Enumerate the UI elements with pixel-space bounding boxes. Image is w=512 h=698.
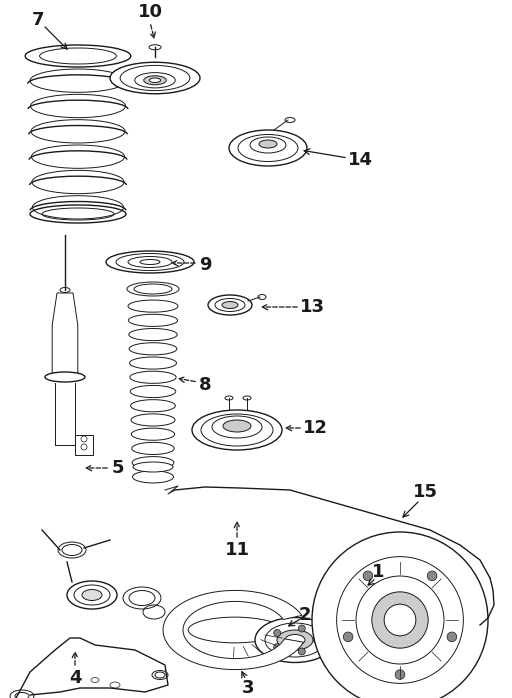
- Ellipse shape: [285, 634, 305, 646]
- Text: 14: 14: [348, 151, 373, 169]
- Ellipse shape: [152, 671, 168, 679]
- Ellipse shape: [110, 682, 120, 688]
- Circle shape: [312, 532, 488, 698]
- Circle shape: [81, 444, 87, 450]
- Circle shape: [427, 571, 437, 581]
- Ellipse shape: [144, 76, 166, 84]
- Ellipse shape: [67, 581, 117, 609]
- Text: 3: 3: [242, 679, 254, 697]
- Circle shape: [298, 648, 305, 655]
- Ellipse shape: [229, 130, 307, 166]
- Text: 10: 10: [138, 3, 162, 21]
- Circle shape: [395, 669, 405, 679]
- Ellipse shape: [259, 140, 277, 148]
- Text: 13: 13: [300, 298, 325, 316]
- Ellipse shape: [222, 302, 238, 309]
- Circle shape: [356, 576, 444, 664]
- Text: 12: 12: [303, 419, 328, 437]
- Ellipse shape: [82, 590, 102, 600]
- Ellipse shape: [192, 410, 282, 450]
- Circle shape: [274, 644, 281, 651]
- Ellipse shape: [149, 45, 161, 50]
- Polygon shape: [52, 293, 78, 375]
- Circle shape: [298, 625, 305, 632]
- Text: 4: 4: [69, 669, 81, 687]
- Polygon shape: [163, 591, 304, 669]
- Ellipse shape: [91, 678, 99, 683]
- Ellipse shape: [10, 690, 34, 698]
- Ellipse shape: [150, 78, 161, 82]
- Text: 9: 9: [199, 256, 211, 274]
- Text: 11: 11: [224, 541, 249, 559]
- Circle shape: [447, 632, 457, 641]
- Ellipse shape: [243, 396, 251, 400]
- Ellipse shape: [255, 618, 335, 662]
- Text: 2: 2: [298, 606, 311, 624]
- Ellipse shape: [106, 251, 194, 273]
- Circle shape: [343, 632, 353, 641]
- Circle shape: [384, 604, 416, 636]
- Ellipse shape: [110, 62, 200, 94]
- Polygon shape: [15, 638, 168, 698]
- Ellipse shape: [60, 288, 70, 292]
- Text: 1: 1: [372, 563, 384, 581]
- Ellipse shape: [140, 260, 160, 265]
- Ellipse shape: [123, 587, 161, 609]
- Circle shape: [274, 630, 281, 637]
- Polygon shape: [75, 435, 93, 455]
- Circle shape: [372, 592, 428, 648]
- Ellipse shape: [133, 462, 173, 472]
- Ellipse shape: [223, 420, 251, 432]
- Ellipse shape: [225, 396, 233, 400]
- Text: 5: 5: [112, 459, 124, 477]
- Text: 8: 8: [199, 376, 211, 394]
- Text: 15: 15: [413, 483, 437, 501]
- Ellipse shape: [258, 295, 266, 299]
- Circle shape: [81, 436, 87, 442]
- Text: 7: 7: [32, 11, 44, 29]
- Ellipse shape: [277, 630, 313, 650]
- Ellipse shape: [58, 542, 86, 558]
- Circle shape: [363, 571, 373, 581]
- Circle shape: [313, 637, 321, 644]
- Ellipse shape: [45, 372, 85, 382]
- Ellipse shape: [127, 282, 179, 296]
- Ellipse shape: [208, 295, 252, 315]
- Ellipse shape: [285, 117, 295, 123]
